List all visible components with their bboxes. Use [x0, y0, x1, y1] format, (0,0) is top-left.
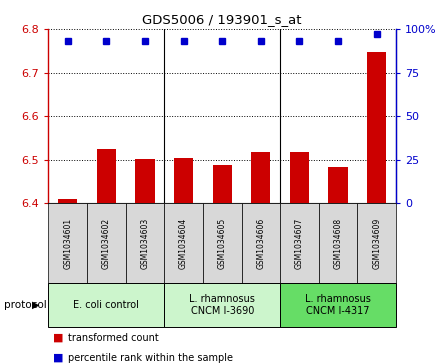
Bar	[58, 199, 77, 203]
Text: L. rhamnosus
CNCM I-3690: L. rhamnosus CNCM I-3690	[189, 294, 255, 316]
Text: protocol: protocol	[4, 300, 47, 310]
Text: GSM1034605: GSM1034605	[218, 217, 227, 269]
Bar	[136, 159, 154, 203]
Text: GSM1034608: GSM1034608	[334, 218, 343, 269]
Title: GDS5006 / 193901_s_at: GDS5006 / 193901_s_at	[143, 13, 302, 26]
Text: ■: ■	[53, 352, 63, 363]
Text: GSM1034604: GSM1034604	[179, 217, 188, 269]
Text: GSM1034606: GSM1034606	[257, 217, 265, 269]
Bar	[213, 166, 232, 203]
Bar	[97, 149, 116, 203]
Bar	[328, 167, 348, 203]
Text: GSM1034602: GSM1034602	[102, 218, 111, 269]
Bar	[251, 152, 271, 203]
Bar	[174, 158, 193, 203]
Bar	[367, 52, 386, 203]
Bar	[290, 152, 309, 203]
Text: GSM1034603: GSM1034603	[140, 217, 150, 269]
Text: ▶: ▶	[32, 300, 39, 310]
Text: ■: ■	[53, 333, 63, 343]
Text: transformed count: transformed count	[68, 333, 159, 343]
Text: GSM1034609: GSM1034609	[372, 217, 381, 269]
Text: L. rhamnosus
CNCM I-4317: L. rhamnosus CNCM I-4317	[305, 294, 371, 316]
Text: E. coli control: E. coli control	[73, 300, 139, 310]
Text: GSM1034601: GSM1034601	[63, 218, 72, 269]
Text: GSM1034607: GSM1034607	[295, 217, 304, 269]
Text: percentile rank within the sample: percentile rank within the sample	[68, 352, 233, 363]
